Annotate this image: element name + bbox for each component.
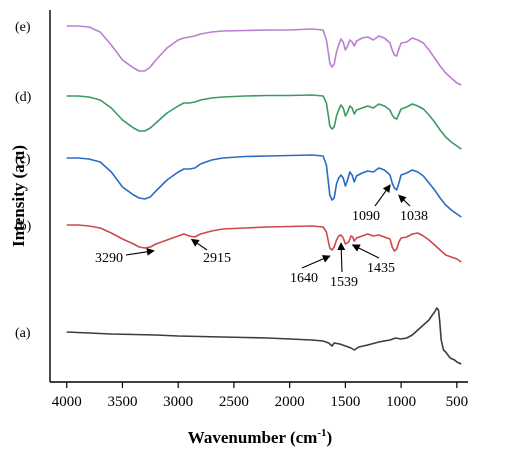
y-axis-title: Intensity (a.u) <box>9 145 28 247</box>
x-tick-label-2500: 2500 <box>219 394 249 410</box>
series-line-b <box>66 224 462 263</box>
annotation-arrow-1640 <box>301 255 331 269</box>
series-line-d <box>66 94 462 150</box>
series-label-a: (a) <box>15 326 31 341</box>
series-line-e <box>66 25 462 86</box>
plot-frame <box>49 10 468 383</box>
x-tick-label-2000: 2000 <box>275 394 305 410</box>
series-line-c <box>66 154 462 218</box>
series-label-e: (e) <box>15 20 31 35</box>
annotation-arrow-1090 <box>374 184 391 207</box>
series-labels: (a) (b) (c) (d) (e) <box>15 20 32 341</box>
x-tick-label-4000: 4000 <box>52 394 82 410</box>
annotation-label-1090: 1090 <box>352 209 380 224</box>
annotation-arrow-2915 <box>190 238 208 251</box>
x-tick-label-3500: 3500 <box>107 394 137 410</box>
annotation-label-3290: 3290 <box>95 251 123 266</box>
x-axis-ticks <box>66 382 458 388</box>
annotation-arrow-1539 <box>337 242 346 273</box>
x-axis-tick-labels: 4000 3500 3000 2500 2000 1500 1000 500 <box>52 394 468 410</box>
x-axis-title-end: ) <box>327 428 333 447</box>
annotation-label-1435: 1435 <box>367 261 395 276</box>
x-axis-title-main: Wavenumber (cm <box>188 428 318 447</box>
annotation-label-1038: 1038 <box>400 209 428 224</box>
x-tick-label-3000: 3000 <box>163 394 193 410</box>
x-tick-label-1000: 1000 <box>386 394 416 410</box>
annotation-label-1640: 1640 <box>290 271 318 286</box>
x-axis-title: Wavenumber (cm-1) <box>188 427 332 447</box>
series-label-d: (d) <box>15 90 32 105</box>
series-line-a <box>66 307 462 365</box>
annotation-arrow-3290 <box>125 247 155 256</box>
x-axis-title-superscript: -1 <box>317 427 326 439</box>
annotation-arrow-1435 <box>351 244 380 259</box>
series-layer <box>66 25 462 365</box>
peak-annotations: 3290 2915 1640 1539 1435 1090 1038 <box>95 184 428 290</box>
annotation-arrow-1038 <box>398 194 411 207</box>
annotation-label-2915: 2915 <box>203 251 231 266</box>
x-tick-label-500: 500 <box>446 394 469 410</box>
series-label-c: (c) <box>15 152 31 167</box>
series-label-b: (b) <box>15 219 32 234</box>
annotation-label-1539: 1539 <box>330 275 358 290</box>
x-tick-label-1500: 1500 <box>330 394 360 410</box>
